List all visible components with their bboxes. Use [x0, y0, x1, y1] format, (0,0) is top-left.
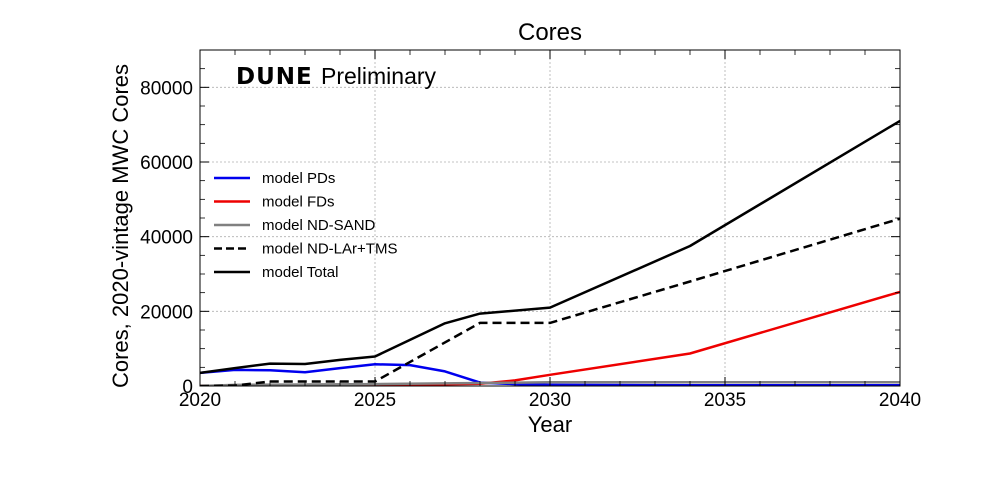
y-tick-labels: 0 20000 40000 60000 80000: [140, 78, 193, 398]
brand-annotation: DUNE Preliminary: [236, 63, 437, 90]
series-line-model-total: [200, 119, 900, 375]
y-tick-label: 20000: [140, 302, 193, 323]
plot-frame: [199, 49, 901, 387]
y-tick-label: 80000: [140, 78, 193, 99]
grid: [200, 50, 900, 386]
legend-label-model-pds: model PDs: [262, 170, 335, 187]
x-tick-labels: 2020 2025 2030 2035 2040: [179, 390, 921, 411]
x-tick-label: 2035: [704, 390, 746, 411]
y-tick-label: 60000: [140, 153, 193, 174]
y-axis-label: Cores, 2020-vintage MWC Cores: [108, 64, 133, 388]
x-tick-label: 2020: [179, 390, 221, 411]
brand-logo-text: DUNE: [236, 64, 313, 90]
legend-label-model-total: model Total: [262, 264, 338, 281]
legend: model PDs model FDs model ND-SAND model ND-…: [214, 170, 397, 281]
y-tick-label: 0: [182, 377, 193, 398]
brand-subtitle: Preliminary: [321, 63, 437, 89]
x-tick-label: 2030: [529, 390, 571, 411]
legend-label-model-nd-lar-tms: model ND-LAr+TMS: [262, 241, 397, 258]
legend-label-model-nd-sand: model ND-SAND: [262, 217, 376, 234]
legend-label-model-fds: model FDs: [262, 194, 335, 211]
x-tick-label: 2040: [879, 390, 921, 411]
x-tick-label: 2025: [354, 390, 396, 411]
y-tick-label: 40000: [140, 228, 193, 249]
chart-title: Cores: [518, 19, 582, 46]
x-axis-label: Year: [528, 412, 572, 437]
